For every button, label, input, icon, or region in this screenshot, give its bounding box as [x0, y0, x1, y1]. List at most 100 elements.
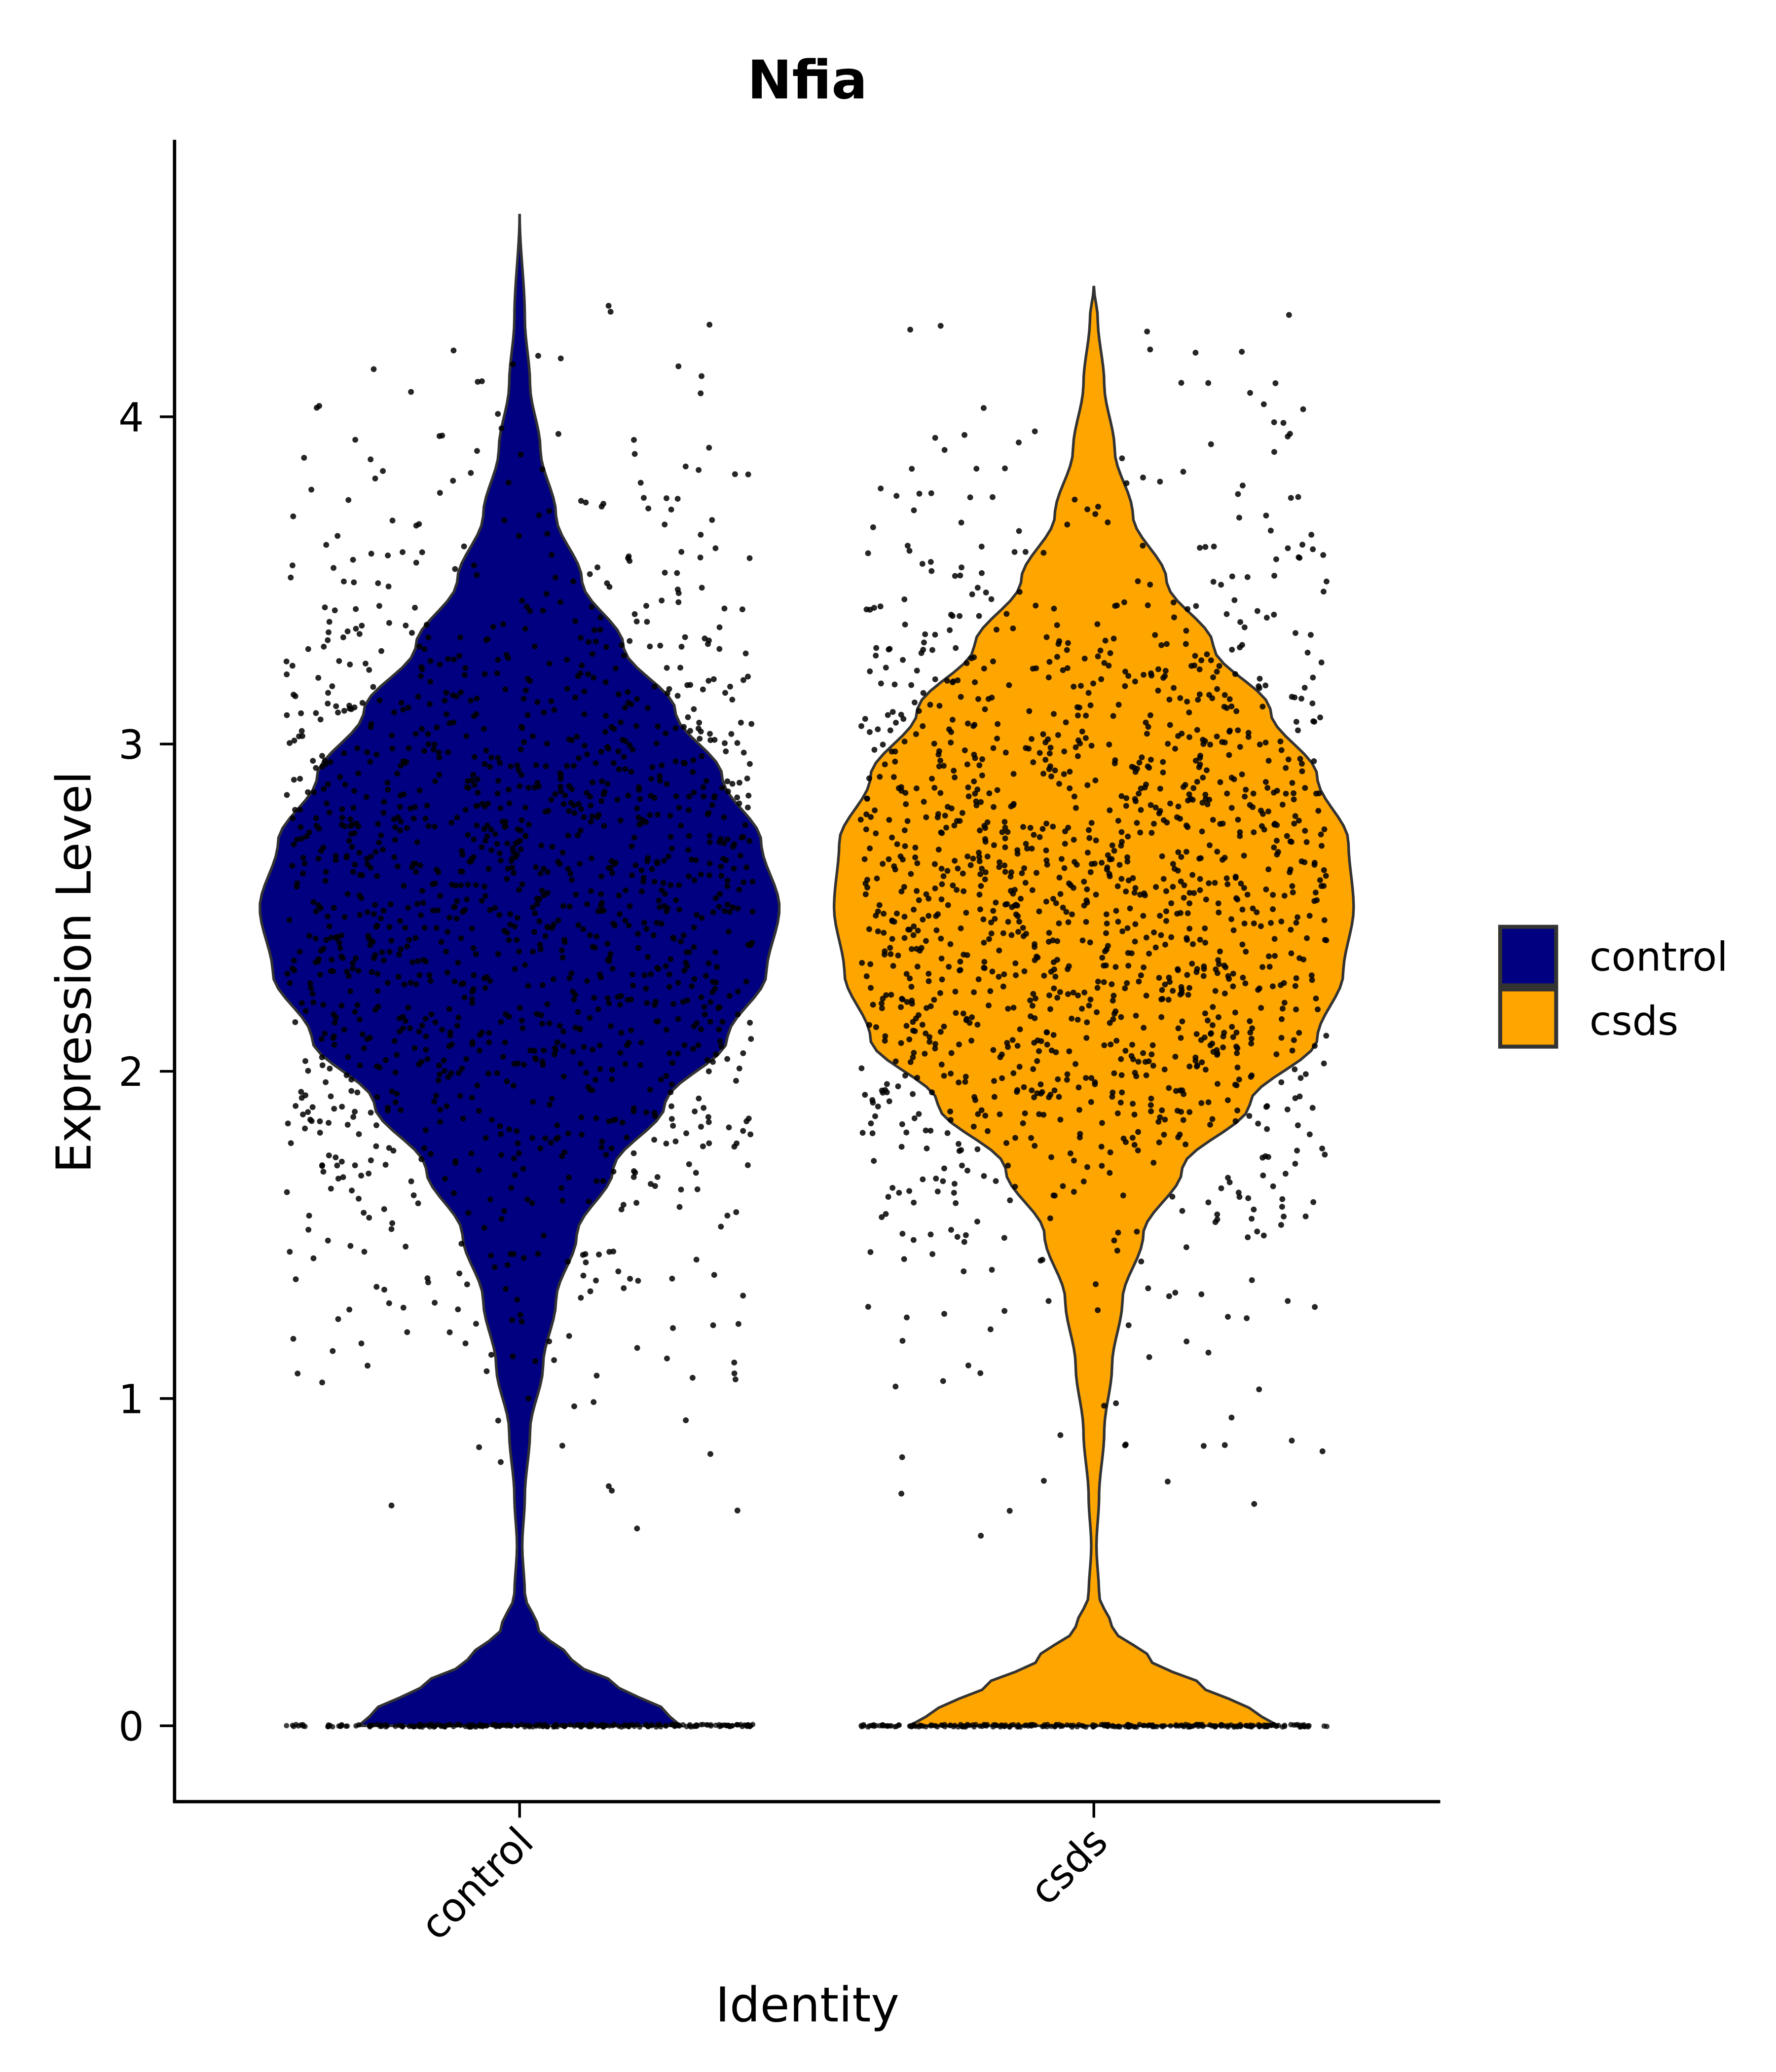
point-csds — [1131, 1111, 1138, 1118]
point-control — [364, 749, 370, 755]
point-csds — [867, 961, 874, 967]
point-control — [398, 1107, 404, 1113]
point-control — [605, 957, 611, 963]
point-control — [432, 823, 438, 830]
point-control — [590, 944, 596, 950]
point-control — [339, 806, 345, 813]
point-csds — [1107, 650, 1113, 656]
point-csds — [1199, 1059, 1205, 1066]
point-csds — [1134, 1228, 1140, 1235]
point-csds — [1147, 1102, 1154, 1108]
point-control — [381, 1287, 387, 1293]
point-csds — [1288, 926, 1294, 933]
point-control — [569, 786, 575, 792]
point-csds — [1031, 1039, 1037, 1046]
point-control — [397, 804, 403, 810]
point-control — [519, 1025, 526, 1032]
point-csds — [1226, 729, 1233, 735]
point-control — [518, 1319, 525, 1325]
point-control — [368, 724, 374, 730]
point-control — [645, 954, 651, 960]
point-csds — [1233, 708, 1240, 714]
point-csds — [1160, 876, 1167, 882]
point-csds — [982, 836, 988, 842]
point-control — [375, 580, 381, 587]
point-control — [559, 850, 566, 856]
point-csds — [891, 681, 898, 688]
point-control — [647, 812, 653, 818]
point-control — [724, 901, 731, 908]
point-csds — [871, 746, 878, 753]
point-control — [367, 1724, 372, 1730]
point-csds — [1003, 1140, 1009, 1146]
point-csds — [1192, 350, 1199, 356]
point-control — [719, 785, 725, 791]
point-control — [463, 1056, 470, 1062]
point-csds — [1218, 1185, 1224, 1191]
point-csds — [1186, 1063, 1193, 1070]
point-control — [422, 1016, 429, 1022]
point-control — [698, 1124, 704, 1130]
point-csds — [864, 796, 870, 802]
point-csds — [1184, 910, 1191, 917]
point-control — [425, 1279, 431, 1286]
point-control — [744, 1162, 751, 1168]
point-csds — [868, 1120, 874, 1127]
point-csds — [1223, 875, 1230, 882]
point-csds — [949, 613, 956, 619]
point-csds — [869, 1130, 876, 1137]
point-control — [529, 1200, 535, 1206]
point-csds — [1010, 802, 1016, 808]
point-control — [649, 1723, 654, 1729]
point-csds — [910, 1028, 916, 1034]
point-csds — [1265, 808, 1271, 814]
point-control — [513, 840, 519, 847]
point-control — [354, 1002, 361, 1008]
point-control — [707, 731, 713, 737]
point-control — [412, 731, 419, 737]
point-control — [548, 698, 555, 704]
point-csds — [1118, 1056, 1124, 1062]
point-control — [537, 941, 543, 948]
point-control — [735, 905, 741, 912]
point-control — [436, 772, 443, 778]
point-control — [678, 938, 684, 945]
point-csds — [1138, 972, 1144, 978]
point-control — [341, 750, 347, 756]
point-control — [659, 762, 665, 769]
point-control — [686, 833, 692, 839]
point-control — [333, 857, 339, 863]
point-control — [317, 1130, 323, 1136]
point-csds — [1262, 682, 1269, 689]
point-control — [384, 779, 391, 786]
point-control — [629, 872, 635, 879]
point-csds — [925, 895, 932, 902]
point-control — [333, 853, 339, 859]
point-csds — [1260, 401, 1267, 407]
point-control — [601, 788, 608, 795]
point-csds — [901, 1256, 907, 1262]
point-control — [716, 624, 723, 630]
point-control — [581, 711, 588, 717]
point-csds — [1246, 1113, 1253, 1119]
point-csds — [1198, 855, 1204, 861]
point-control — [339, 814, 345, 821]
point-control — [670, 1325, 676, 1332]
point-control — [735, 1321, 741, 1327]
legend-item-control[interactable]: control — [1498, 925, 1728, 988]
point-csds — [894, 910, 900, 917]
point-csds — [942, 813, 948, 819]
point-control — [542, 933, 549, 939]
point-control — [527, 608, 533, 614]
point-control — [466, 858, 473, 865]
point-control — [328, 934, 334, 941]
point-control — [403, 623, 409, 629]
point-csds — [964, 1723, 969, 1729]
point-csds — [1202, 1010, 1208, 1017]
point-control — [643, 1109, 649, 1115]
point-control — [641, 495, 647, 501]
point-csds — [981, 1722, 987, 1728]
point-csds — [1155, 687, 1161, 694]
point-control — [514, 851, 520, 857]
legend-item-csds[interactable]: csds — [1498, 987, 1678, 1049]
